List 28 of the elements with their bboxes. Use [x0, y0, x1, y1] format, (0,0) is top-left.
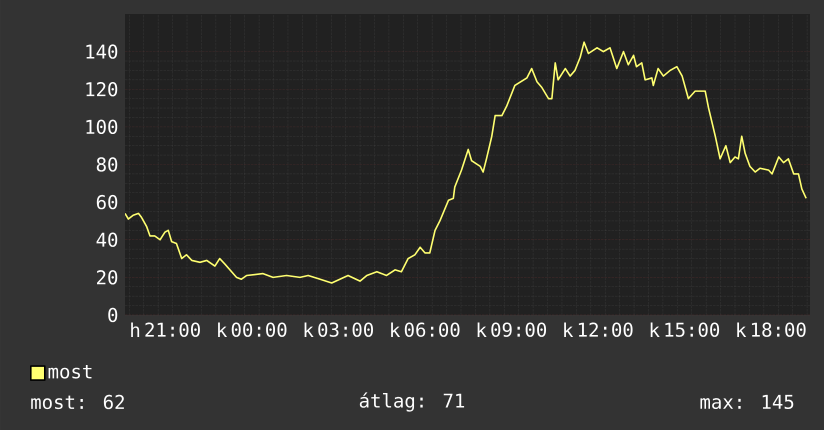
x-tick-label: k [478, 322, 487, 337]
y-tick-label: 80 [96, 157, 118, 172]
x-tick-label: k [737, 322, 746, 337]
y-tick-label: 20 [97, 270, 118, 285]
x-tick-label: 03:00 [318, 322, 373, 337]
y-tick-label: 60 [96, 194, 118, 210]
x-tick-label: k [218, 322, 228, 337]
x-tick-label: h [131, 322, 140, 337]
x-tick-label: k [391, 322, 400, 337]
x-tick-label: k [650, 322, 660, 337]
y-tick-label: 140 [86, 44, 118, 59]
text: max: 145 [700, 394, 794, 410]
x-tick-label: 21:00 [145, 322, 200, 337]
x-tick-label: k [304, 322, 314, 337]
x-tick-label: 12:00 [578, 322, 633, 337]
y-tick-label: 120 [86, 82, 118, 96]
x-tick-label: 09:00 [491, 322, 546, 337]
y-tick-label: 0 [108, 308, 118, 322]
x-tick-label: 00:00 [232, 322, 286, 337]
x-tick-label: 18:00 [752, 322, 806, 337]
legend-label: most [48, 364, 92, 379]
x-tick-label: 06:00 [404, 322, 460, 337]
y-tick-label: 100 [86, 120, 118, 134]
x-tick-label: k [564, 322, 574, 337]
text: átlag: 71 [360, 392, 464, 412]
x-tick-label: 15:00 [665, 322, 720, 337]
text: most: 62 [31, 394, 124, 410]
y-tick-label: 40 [96, 232, 118, 247]
